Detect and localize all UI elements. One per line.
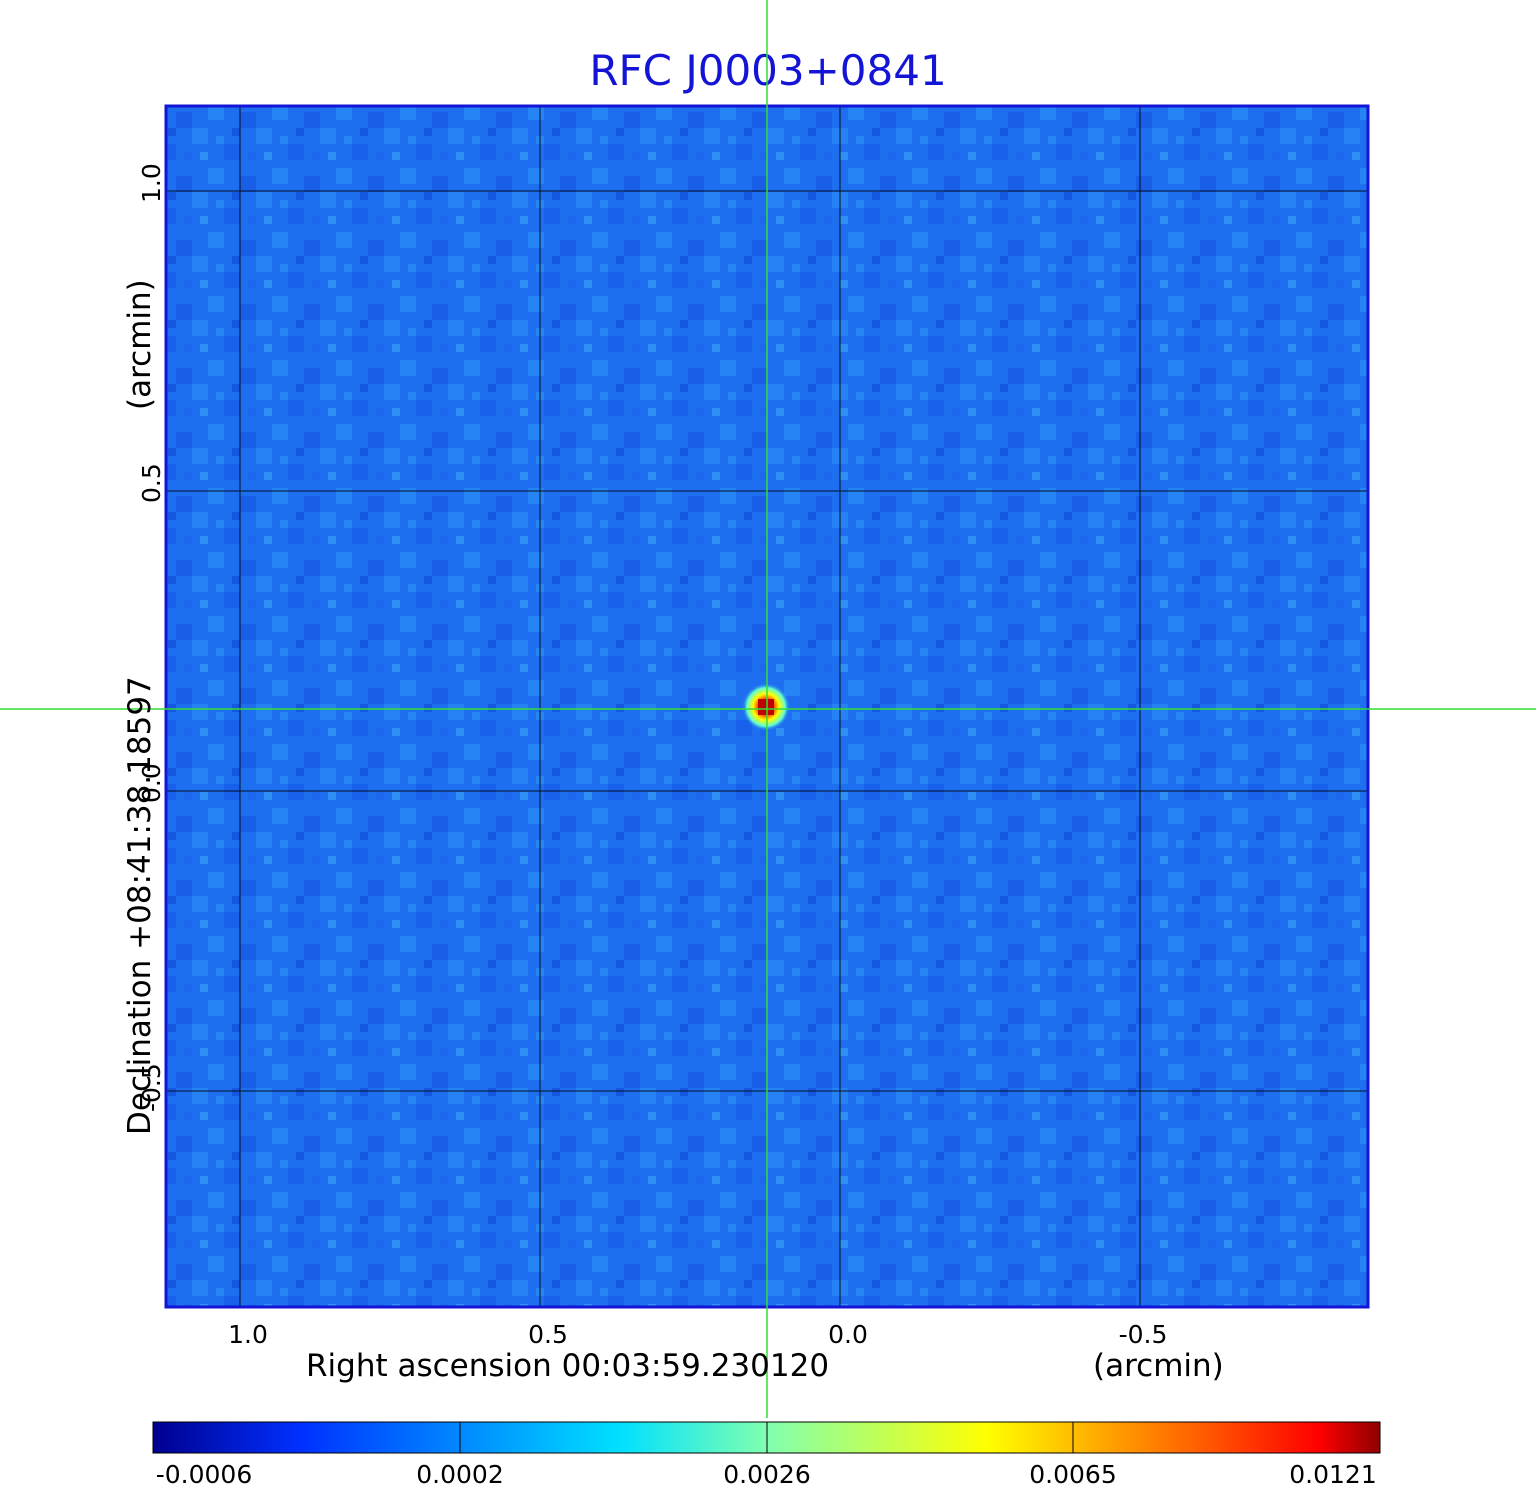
x-axis-unit: (arcmin) [1093,1348,1224,1384]
colorbar-tick-label: 0.0121 [1289,1460,1377,1489]
colorbar-tick-label: 0.0002 [416,1460,504,1489]
x-axis-label: Right ascension 00:03:59.230120 [306,1348,830,1384]
x-tick-label: 1.0 [228,1320,268,1349]
colorbar-tick-label: 0.0026 [723,1460,811,1489]
image-title: RFC J0003+0841 [589,46,947,95]
y-tick-label: 0.5 [137,463,166,503]
source-peak [758,699,774,715]
colorbar-tick-label: 0.0065 [1029,1460,1117,1489]
y-axis-unit: (arcmin) [122,279,158,410]
y-axis-label: Declination +08:41:38.18597 [122,676,158,1135]
x-tick-label: -0.5 [1118,1320,1168,1349]
x-tick-label: 0.0 [828,1320,868,1349]
y-tick-label: 1.0 [137,163,166,203]
x-tick-label: 0.5 [528,1320,568,1349]
colorbar-tick-marks [459,1422,1074,1453]
colorbar-tick-label: -0.0006 [155,1460,253,1489]
